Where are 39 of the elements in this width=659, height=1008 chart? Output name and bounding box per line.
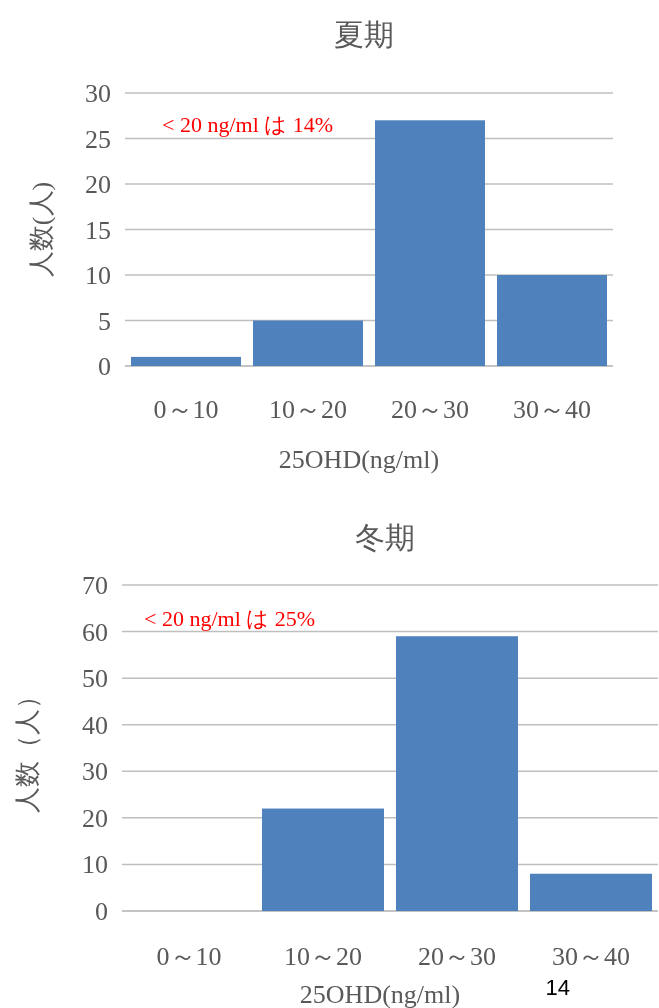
annotation: < 20 ng/ml は 25% [144,606,316,631]
y-tick-label: 25 [85,124,111,154]
y-tick-label: 0 [98,352,111,381]
x-tick-label: 30～40 [513,395,591,424]
text: 14 [545,975,570,1000]
y-tick-label: 30 [82,757,108,787]
y-tick-label: 5 [98,306,111,336]
y-tick-label: 30 [85,79,111,108]
x-tick-label: 30～40 [552,942,630,971]
bar [497,275,607,366]
chart-title: 夏期 [334,18,394,51]
y-axis-title: 人数(人) [27,181,56,278]
x-axis-title: 25OHD(ng/ml) [278,445,440,474]
y-tick-label: 50 [82,664,108,694]
y-tick-label: 0 [95,897,108,926]
y-tick-label: 20 [85,170,111,199]
x-tick-label: 10～20 [269,395,347,424]
x-tick-label: 20～30 [418,942,496,971]
bar [375,120,485,366]
bar [530,873,652,911]
y-axis-title: 人数（人） [13,683,42,813]
bar [253,320,363,366]
x-axis-title: 25OHD(ng/ml) [299,980,461,1008]
y-tick-label: 10 [82,850,108,880]
bar [262,808,384,911]
x-tick-label: 20～30 [391,395,469,424]
y-tick-label: 15 [85,215,111,245]
bar [396,636,518,911]
x-tick-label: 10～20 [284,942,362,971]
bar [131,356,241,366]
y-tick-label: 20 [82,803,108,833]
x-tick-label: 0～10 [156,942,222,971]
y-tick-label: 40 [82,710,108,740]
x-tick-label: 0～10 [153,395,219,424]
chart-title: 冬期 [355,521,415,554]
y-tick-label: 10 [85,261,111,290]
y-tick-label: 70 [82,571,108,600]
y-tick-label: 60 [82,617,108,647]
annotation: < 20 ng/ml は 14% [162,112,334,137]
